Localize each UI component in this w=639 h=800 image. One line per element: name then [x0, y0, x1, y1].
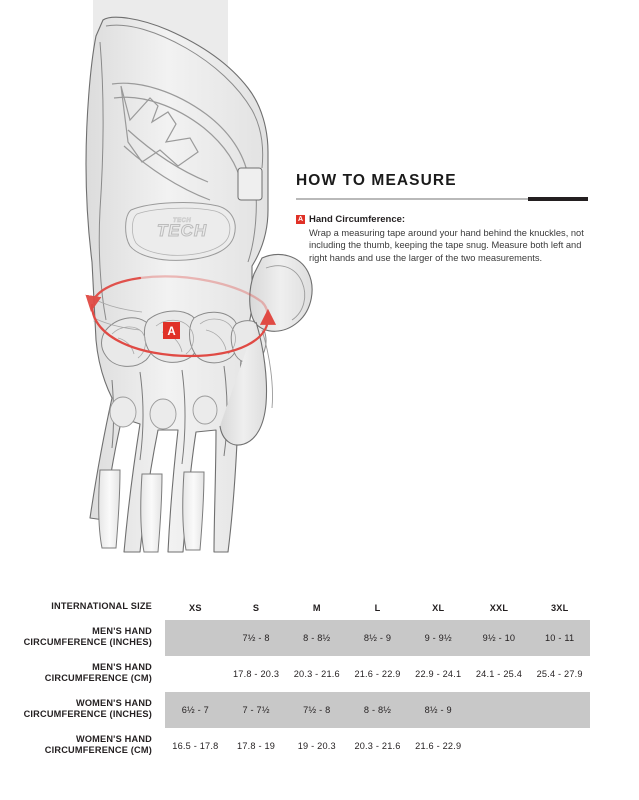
row-label: MEN'S HAND CIRCUMFERENCE (CM) [0, 662, 152, 685]
table-cell [469, 692, 530, 728]
table-header-row: INTERNATIONAL SIZE XS S M L XL XXL 3XL [0, 596, 639, 620]
table-cell: 17.8 - 20.3 [233, 669, 280, 679]
row-label: WOMEN'S HAND CIRCUMFERENCE (INCHES) [0, 698, 152, 721]
row-cells: 7½ - 8 8 - 8½ 8½ - 9 9 - 9½ 9½ - 10 10 -… [165, 620, 590, 656]
svg-text:TECH: TECH [157, 221, 207, 240]
wrist-strap [237, 167, 263, 201]
svg-text:TECH: TECH [173, 218, 192, 224]
glove-illustration: TECH TECH [0, 0, 330, 600]
table-cell: 25.4 - 27.9 [536, 669, 583, 679]
table-cell: 8 - 8½ [363, 705, 392, 715]
table-cell: 9½ - 10 [482, 633, 516, 643]
divider-light [296, 198, 588, 200]
size-header-cell: S [252, 603, 260, 613]
table-cell: 20.3 - 21.6 [293, 669, 340, 679]
finger-pad [149, 398, 177, 430]
row-label-line1: MEN'S HAND [92, 626, 152, 636]
table-cell: 16.5 - 17.8 [172, 741, 219, 751]
table-cell: 10 - 11 [545, 633, 575, 643]
row-label-line1: WOMEN'S HAND [75, 734, 152, 744]
size-chart-table: INTERNATIONAL SIZE XS S M L XL XXL 3XL M… [0, 596, 639, 764]
table-cell: 6½ - 7 [181, 705, 209, 715]
measure-badge-a: A [163, 322, 180, 339]
measure-instruction-item: A Hand Circumference: Wrap a measuring t… [296, 214, 588, 264]
finger-pad [109, 396, 137, 428]
knuckle-pad [101, 317, 154, 367]
knuckle-pad [189, 311, 240, 364]
size-header-cell: 3XL [550, 603, 569, 613]
row-cells: 6½ - 7 7 - 7½ 7½ - 8 8 - 8½ 8½ - 9 [165, 692, 590, 728]
how-to-measure-panel: HOW TO MEASURE A Hand Circumference: Wra… [296, 172, 588, 264]
table-cell: 21.6 - 22.9 [354, 669, 401, 679]
table-cell: 7½ - 8 [303, 705, 331, 715]
title-divider [296, 197, 588, 201]
finger-pad [192, 395, 218, 425]
table-cell [529, 692, 590, 728]
row-band [165, 620, 590, 656]
size-header-cell: XL [432, 603, 445, 613]
table-cell [529, 728, 590, 764]
row-label-line1: WOMEN'S HAND [75, 698, 152, 708]
size-header-cell: L [374, 603, 381, 613]
row-label: MEN'S HAND CIRCUMFERENCE (INCHES) [0, 626, 152, 649]
size-header-cell: XXL [489, 603, 509, 613]
table-cell: 20.3 - 21.6 [354, 741, 401, 751]
header-row-label: INTERNATIONAL SIZE [51, 601, 152, 611]
table-cell: 17.8 - 19 [237, 741, 276, 751]
table-row: WOMEN'S HAND CIRCUMFERENCE (INCHES) 6½ -… [0, 692, 639, 728]
svg-text:A: A [167, 326, 175, 338]
table-cell: 8 - 8½ [303, 633, 331, 643]
table-cell [469, 728, 530, 764]
row-label: WOMEN'S HAND CIRCUMFERENCE (CM) [0, 734, 152, 757]
table-row: MEN'S HAND CIRCUMFERENCE (INCHES) 7½ - 8… [0, 620, 639, 656]
table-cell [165, 656, 226, 692]
size-header-cell: XS [189, 603, 202, 613]
table-cell: 8½ - 9 [363, 633, 392, 643]
row-label-line2: CIRCUMFERENCE (INCHES) [23, 637, 152, 648]
header-cells: XS S M L XL XXL 3XL [165, 596, 590, 620]
instruction-label: Hand Circumference: [309, 214, 406, 226]
page-title: HOW TO MEASURE [296, 172, 457, 189]
row-label-line2: CIRCUMFERENCE (INCHES) [23, 709, 152, 720]
table-row: MEN'S HAND CIRCUMFERENCE (CM) 17.8 - 20.… [0, 656, 639, 692]
badge-a-icon: A [296, 215, 305, 225]
table-cell: 8½ - 9 [424, 705, 452, 715]
table-cell: 9 - 9½ [424, 633, 452, 643]
table-cell: 21.6 - 22.9 [415, 741, 462, 751]
tech-logo-patch: TECH TECH [125, 202, 236, 261]
row-label-line2: CIRCUMFERENCE (CM) [44, 673, 152, 684]
row-label-line1: MEN'S HAND [92, 662, 152, 672]
table-cell: 7 - 7½ [242, 705, 270, 715]
row-cells: 16.5 - 17.8 17.8 - 19 19 - 20.3 20.3 - 2… [165, 728, 590, 764]
row-label-line2: CIRCUMFERENCE (CM) [44, 745, 152, 756]
table-cell: 7½ - 8 [242, 633, 270, 643]
divider-dark-accent [528, 197, 588, 201]
table-row: WOMEN'S HAND CIRCUMFERENCE (CM) 16.5 - 1… [0, 728, 639, 764]
measuring-tape [85, 275, 277, 358]
size-header-cell: M [312, 603, 321, 613]
row-band [165, 692, 590, 728]
table-cell: 24.1 - 25.4 [475, 669, 523, 679]
table-cell [165, 620, 226, 656]
instruction-body: Wrap a measuring tape around your hand b… [309, 228, 584, 263]
table-cell: 22.9 - 24.1 [415, 669, 462, 679]
row-cells: 17.8 - 20.3 20.3 - 21.6 21.6 - 22.9 22.9… [165, 656, 590, 692]
table-cell: 19 - 20.3 [297, 741, 336, 751]
